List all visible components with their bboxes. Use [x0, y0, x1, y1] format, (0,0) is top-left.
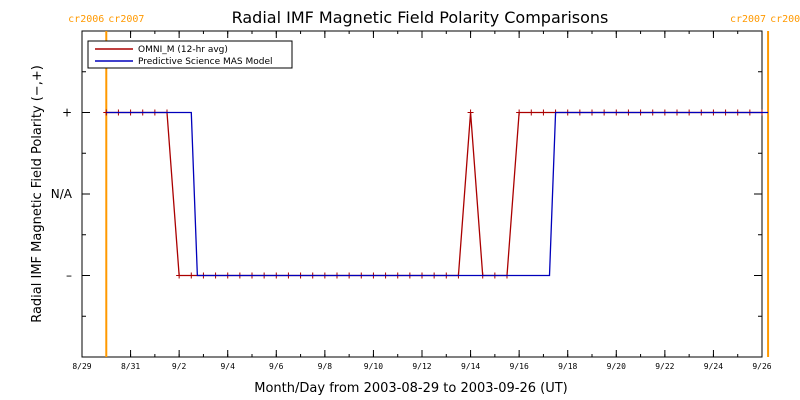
x-tick-label: 9/16: [510, 362, 529, 371]
data-point-marker: [188, 272, 195, 279]
legend-box: [87, 40, 293, 69]
y-tick-label: +: [62, 106, 72, 120]
carrington-lines: [105, 31, 770, 357]
x-tick-label: 8/31: [121, 362, 140, 371]
data-point-marker: [467, 109, 474, 116]
x-tick-label: 8/29: [72, 362, 91, 371]
y-tick-label: –: [66, 269, 72, 283]
chart-title: Radial IMF Magnetic Field Polarity Compa…: [232, 8, 609, 27]
x-axis-label: Month/Day from 2003-08-29 to 2003-09-26 …: [254, 381, 567, 396]
y-axis-label: Radial IMF Magnetic Field Polarity (−,+): [30, 65, 45, 323]
axis-ticks: 8/29 8/31 9/2 9/4 9/6 9/8 9/10 9/12 9/14 9/16 9/18…: [51, 31, 772, 371]
legend: OMNI_M (12-hr avg) Predictive Science MA…: [87, 40, 293, 69]
x-tick-label: 9/10: [364, 362, 383, 371]
x-tick-label: 9/24: [704, 362, 723, 371]
x-tick-label: 9/14: [461, 362, 480, 371]
x-tick-label: 9/8: [318, 362, 333, 371]
carrington-label-left: cr2006: [68, 14, 104, 25]
x-tick-label: 9/26: [752, 362, 771, 371]
data-point-marker: [540, 109, 547, 116]
legend-label-mas: Predictive Science MAS Model: [138, 57, 273, 67]
x-tick-label: 9/6: [269, 362, 284, 371]
series-line-1: [106, 111, 769, 277]
carrington-label-right: cr2007: [108, 14, 144, 25]
x-tick-label: 9/2: [172, 362, 187, 371]
x-tick-label: 9/18: [558, 362, 577, 371]
y-tick-label: N/A: [51, 187, 73, 201]
legend-label-omni: OMNI_M (12-hr avg): [138, 45, 228, 55]
data-point-marker: [528, 109, 535, 116]
x-tick-label: 9/20: [607, 362, 626, 371]
series-layer: [103, 109, 769, 279]
carrington-label-left: cr2007: [730, 14, 766, 25]
data-point-marker: [176, 272, 183, 279]
x-tick-label: 9/4: [220, 362, 235, 371]
x-tick-label: 9/12: [412, 362, 431, 371]
x-tick-label: 9/22: [655, 362, 674, 371]
data-point-marker: [516, 109, 523, 116]
